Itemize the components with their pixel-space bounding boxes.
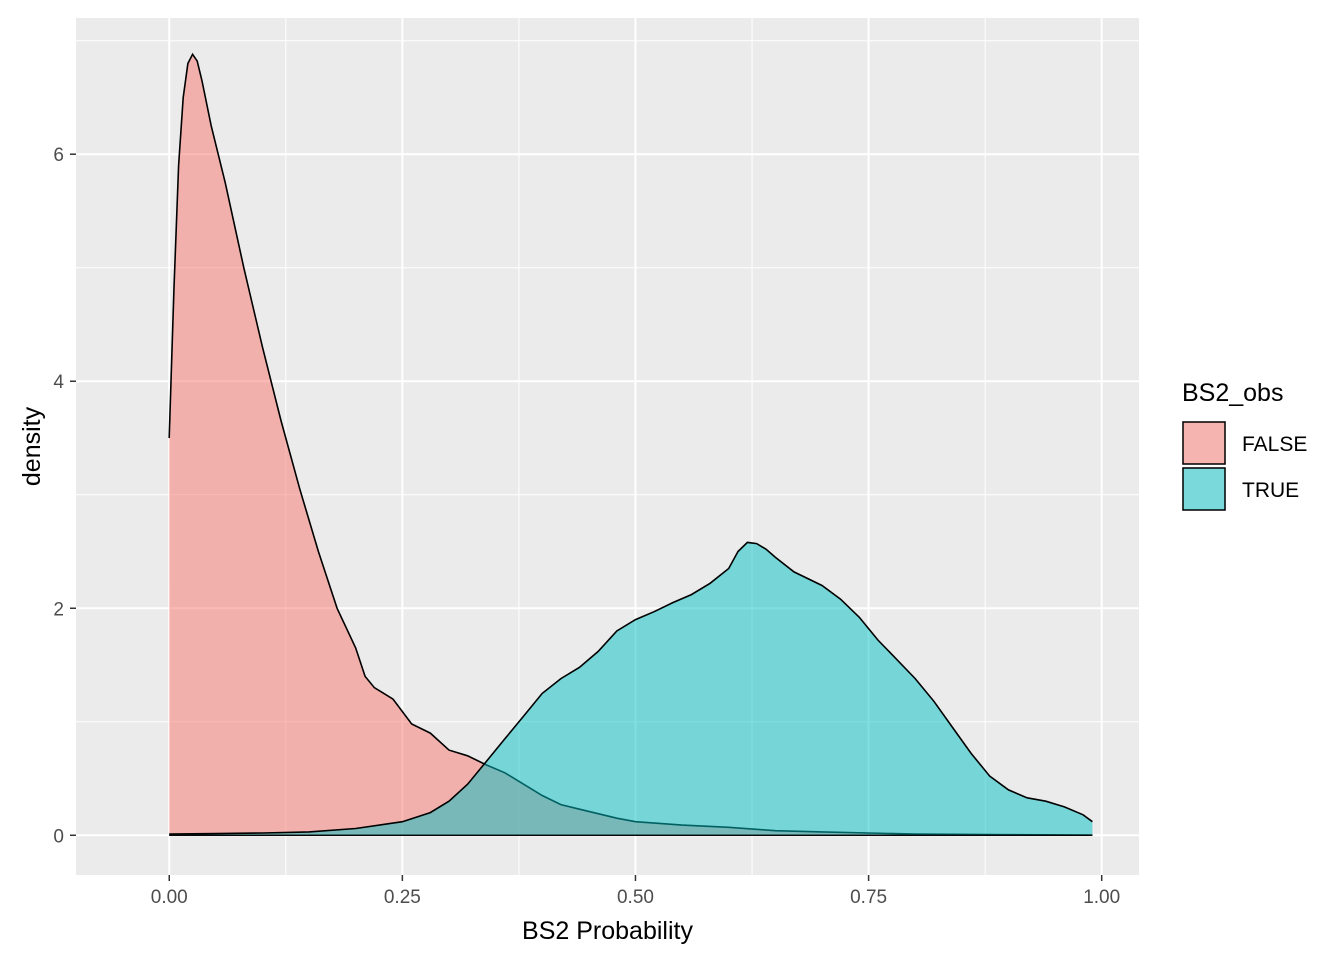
y-tick-label: 6: [53, 145, 64, 166]
legend-label-false: FALSE: [1242, 433, 1307, 456]
density-areas: [168, 52, 1093, 836]
x-tick-label: 0.00: [151, 887, 188, 908]
x-tick-label: 0.25: [384, 887, 421, 908]
minor-gridlines: [76, 18, 1139, 875]
x-axis-title: BS2 Probability: [522, 917, 693, 945]
legend-title: BS2_obs: [1182, 379, 1283, 407]
y-tick-label: 4: [53, 372, 64, 393]
y-axis-title: density: [18, 406, 46, 486]
y-axis-ticks: 0 2 4 6: [53, 145, 76, 847]
x-tick-label: 1.00: [1083, 887, 1120, 908]
density-area-false: [169, 54, 1093, 836]
x-tick-label: 0.75: [850, 887, 887, 908]
y-tick-label: 0: [53, 826, 64, 847]
density-line-true: [169, 541, 1093, 835]
x-axis-ticks: 0.00 0.25 0.50 0.75 1.00: [151, 875, 1120, 908]
density-area-true: [169, 542, 1093, 836]
legend-label-true: TRUE: [1242, 479, 1299, 502]
x-tick-label: 0.50: [617, 887, 654, 908]
y-tick-label: 2: [53, 599, 64, 620]
legend-key-false: [1182, 421, 1226, 465]
legend-key-true: [1182, 467, 1226, 511]
legend: BS2_obs FALSE TRUE: [1182, 379, 1307, 511]
